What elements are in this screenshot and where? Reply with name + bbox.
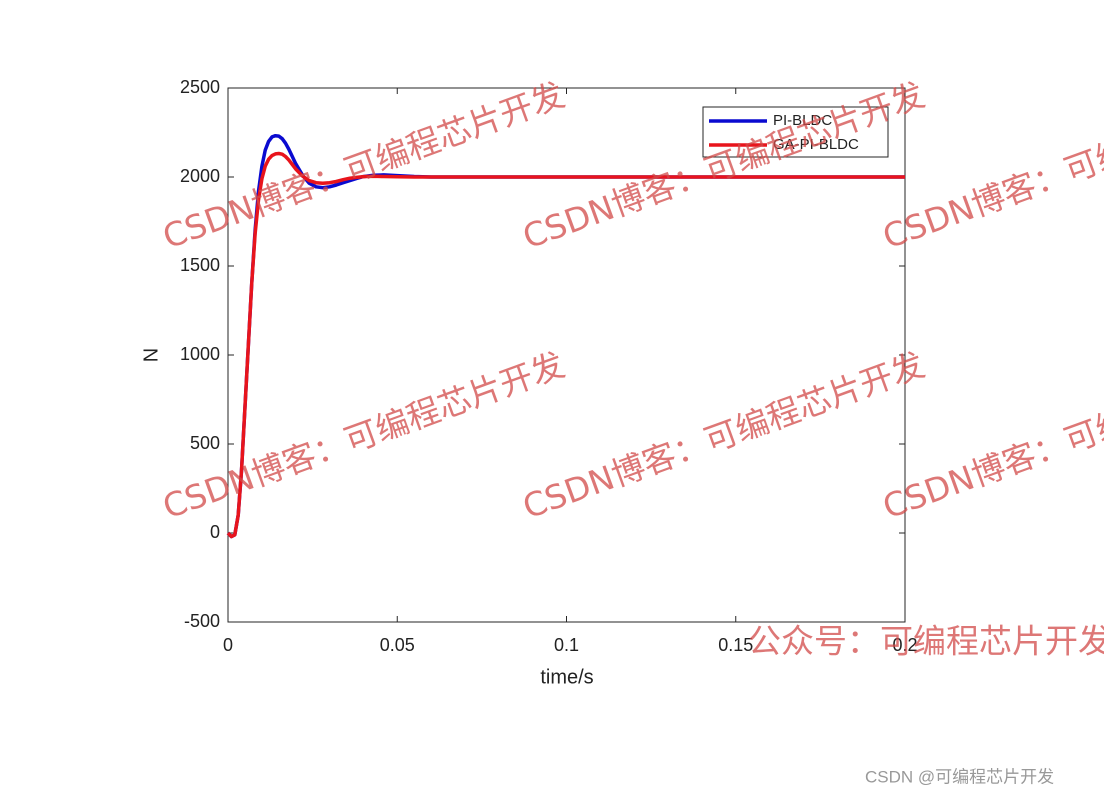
footer: CSDN @可编程芯片开发 xyxy=(865,767,1054,786)
y-tick-label: 0 xyxy=(210,522,220,542)
legend-label: PI-BLDC xyxy=(773,112,832,129)
x-tick-label: 0.1 xyxy=(554,635,579,655)
y-axis-label: N xyxy=(140,348,162,362)
y-tick-label: 1000 xyxy=(180,344,220,364)
y-tick-label: -500 xyxy=(184,611,220,631)
y-tick-label: 2500 xyxy=(180,77,220,97)
x-tick-label: 0.15 xyxy=(718,635,753,655)
legend-box xyxy=(702,106,889,158)
x-tick-label: 0.2 xyxy=(892,635,917,655)
y-tick-label: 2000 xyxy=(180,166,220,186)
y-tick-label: 1500 xyxy=(180,255,220,275)
legend-label: GA-PI-BLDC xyxy=(773,136,859,153)
x-tick-label: 0 xyxy=(223,635,233,655)
x-tick-label: 0.05 xyxy=(380,635,415,655)
x-axis-label: time/s xyxy=(540,666,593,688)
watermark: 公众号：可编程芯片开发 xyxy=(748,622,1104,661)
series-line xyxy=(226,151,905,539)
y-tick-label: 500 xyxy=(190,433,220,453)
